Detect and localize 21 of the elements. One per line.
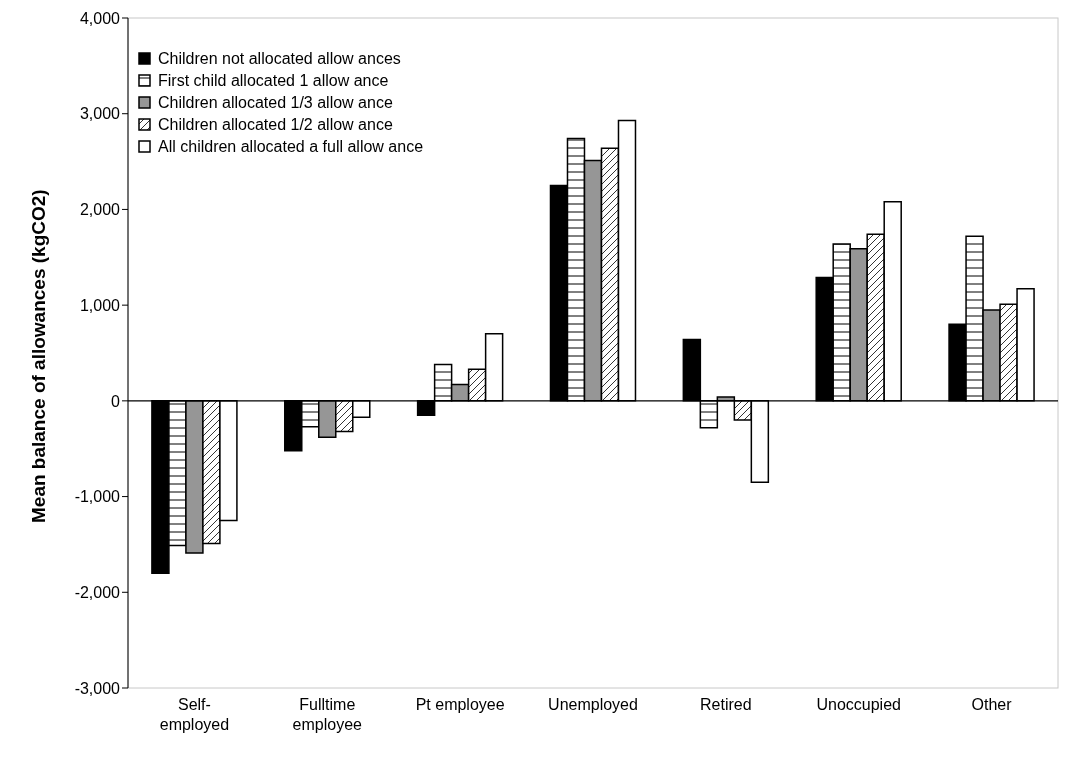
x-tick-label: Unemployed xyxy=(548,696,638,713)
x-tick-label: Pt employee xyxy=(415,696,505,713)
y-tick-label: 1,000 xyxy=(79,296,121,314)
y-tick-label: 0 xyxy=(111,392,121,410)
legend-label: Children not allocated allow ances xyxy=(158,50,401,68)
y-tick-label: 4,000 xyxy=(79,9,121,27)
y-tick-label: 2,000 xyxy=(79,201,121,219)
x-tick-label: Unoccupied xyxy=(816,696,901,713)
y-axis-title: Mean balance of allowances (kgCO2) xyxy=(27,189,49,523)
y-tick-label: 3,000 xyxy=(79,105,121,123)
y-tick-label: -2,000 xyxy=(74,583,121,601)
x-tick-label: Retired xyxy=(700,696,752,713)
x-tick-label: Other xyxy=(971,696,1013,713)
legend-label: First child allocated 1 allow ance xyxy=(158,72,389,90)
y-tick-label: -1,000 xyxy=(74,488,121,506)
x-tick-label: Self-employed xyxy=(159,696,230,733)
legend-label: Children allocated 1/3 allow ance xyxy=(158,94,393,112)
x-tick-label: Fulltime employee xyxy=(292,696,363,733)
legend-label: All children allocated a full allow ance xyxy=(158,138,424,156)
y-tick-label: -3,000 xyxy=(74,679,121,697)
legend-label: Children allocated 1/2 allow ance xyxy=(158,116,393,134)
